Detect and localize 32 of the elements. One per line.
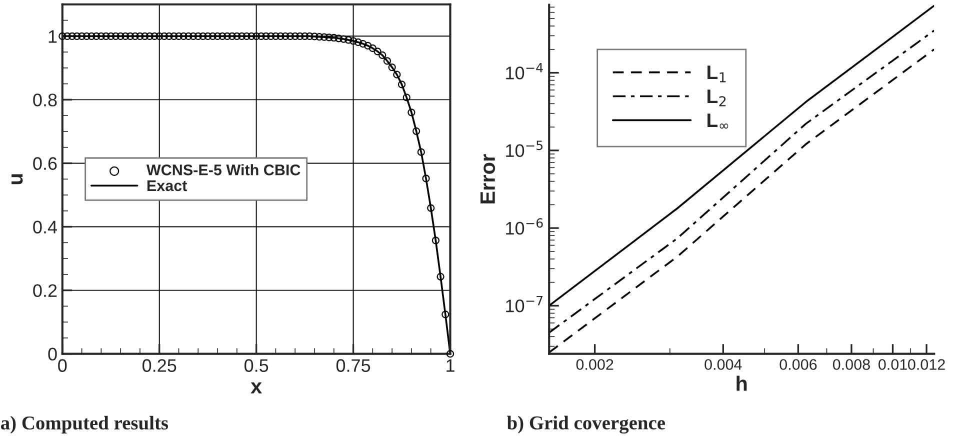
y-axis-title: Error bbox=[480, 154, 496, 204]
x-tick-label: 0.004 bbox=[704, 359, 742, 370]
y-tick-label: 0.6 bbox=[33, 157, 57, 170]
x-tick-label: 0.006 bbox=[780, 359, 817, 370]
legend-label: L$_{∞}$ bbox=[708, 114, 728, 129]
y-tick-label: 10$^{−5}$ bbox=[506, 140, 542, 158]
x-tick-label: 0 bbox=[58, 359, 67, 372]
y-tick-label: 0 bbox=[48, 348, 57, 361]
x-tick-label: 0.008 bbox=[832, 359, 870, 370]
x-tick-label: 0.5 bbox=[244, 359, 268, 372]
x-tick-label: 0.75 bbox=[336, 359, 370, 372]
y-tick-label: 0.4 bbox=[33, 220, 58, 234]
y-tick-label: 10$^{−6}$ bbox=[506, 218, 543, 235]
x-axis-title: x bbox=[250, 382, 262, 394]
legend-label: L$_{2}$ bbox=[708, 90, 726, 106]
y-tick-label: 10$^{−7}$ bbox=[506, 296, 543, 312]
legend-label: WCNS-E-5 With CBIC bbox=[146, 164, 300, 176]
legend-label: Exact bbox=[147, 180, 188, 192]
legend-label: L$_{1}$ bbox=[708, 66, 726, 82]
text: b) Grid covergence bbox=[507, 416, 666, 434]
y-tick-label: 10$^{−4}$ bbox=[506, 63, 543, 80]
y-tick-label: 0.8 bbox=[33, 94, 57, 106]
x-tick-label: 0.002 bbox=[576, 359, 614, 370]
x-tick-label: 0.01 bbox=[878, 359, 907, 370]
text: a) Computed results bbox=[0, 416, 168, 434]
x-tick-label: 0.25 bbox=[142, 359, 176, 372]
x-tick-label: 1 bbox=[446, 359, 454, 372]
y-tick-label: 0.2 bbox=[33, 284, 57, 298]
y-axis-title: u bbox=[12, 174, 23, 184]
x-tick-label: 0.012 bbox=[908, 359, 945, 370]
y-tick-label: 1 bbox=[48, 30, 57, 43]
x-axis-title: h bbox=[736, 376, 747, 391]
